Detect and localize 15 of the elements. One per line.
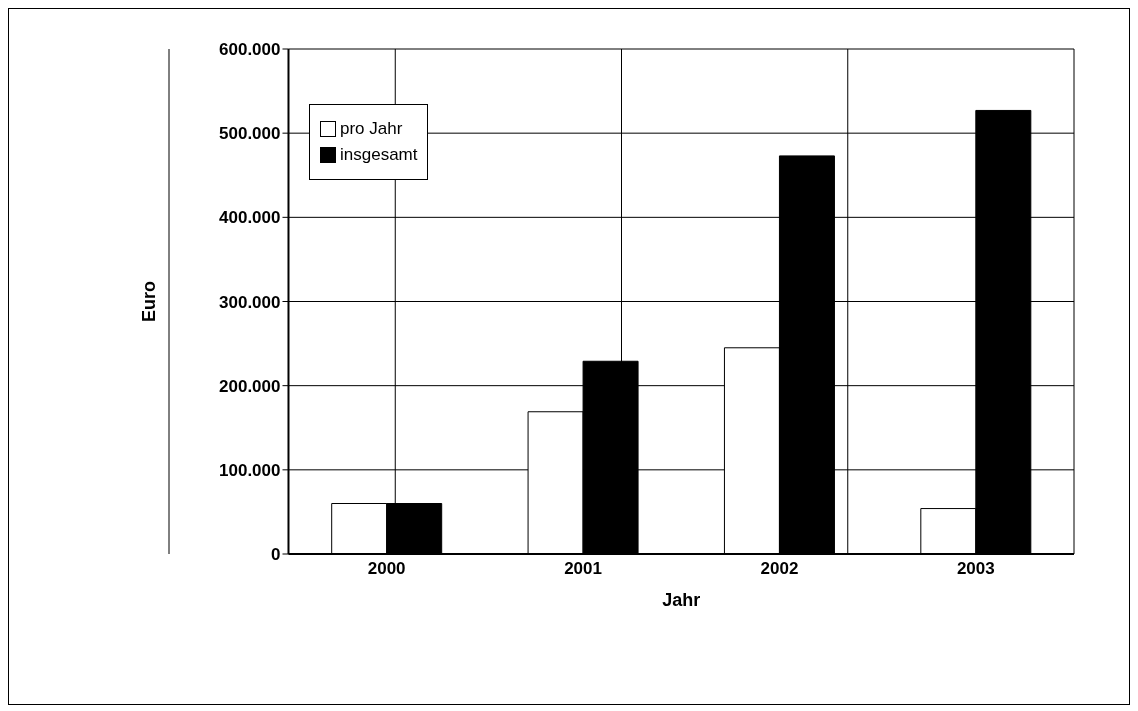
- y-tick-label: 300.000: [219, 292, 281, 312]
- legend-label: pro Jahr: [340, 119, 403, 139]
- legend-label: insgesamt: [340, 145, 418, 165]
- y-tick-label: 500.000: [219, 124, 281, 144]
- y-axis-title: Euro: [138, 280, 159, 323]
- y-tick-label: 400.000: [219, 208, 281, 228]
- y-tick-label: 200.000: [219, 376, 281, 396]
- x-tick-label: 2001: [564, 559, 602, 579]
- y-tick-label: 0: [271, 545, 281, 565]
- y-tick-label: 100.000: [219, 460, 281, 480]
- x-axis-title: Jahr: [662, 590, 701, 610]
- x-tick-label: 2003: [956, 559, 995, 579]
- x-tick-label: 2002: [760, 559, 799, 579]
- x-tick-label: 2000: [367, 559, 406, 579]
- y-tick-label: 600.000: [219, 40, 281, 60]
